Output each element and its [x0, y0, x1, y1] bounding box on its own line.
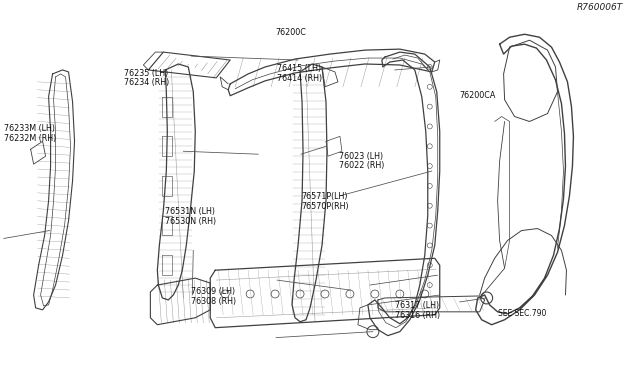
- Text: 76200C: 76200C: [275, 28, 306, 37]
- Text: 76570P(RH): 76570P(RH): [301, 202, 349, 211]
- Text: 76233M (LH): 76233M (LH): [4, 124, 55, 133]
- Text: 76232M (RH): 76232M (RH): [4, 134, 56, 143]
- Text: 76309 (LH): 76309 (LH): [191, 287, 235, 296]
- Text: 76234 (RH): 76234 (RH): [124, 78, 169, 87]
- Text: 76317 (LH): 76317 (LH): [395, 301, 439, 310]
- Text: R760006T: R760006T: [577, 3, 623, 12]
- Text: 76414 (RH): 76414 (RH): [276, 74, 322, 83]
- Text: 76316 (RH): 76316 (RH): [395, 311, 440, 320]
- Text: 76415 (LH): 76415 (LH): [276, 64, 321, 73]
- Text: 76530N (RH): 76530N (RH): [166, 218, 216, 227]
- Text: 76200CA: 76200CA: [460, 91, 495, 100]
- Text: 76235 (LH): 76235 (LH): [124, 69, 168, 78]
- Text: 76023 (LH): 76023 (LH): [339, 152, 383, 161]
- Text: 76531N (LH): 76531N (LH): [166, 208, 216, 217]
- Text: 76308 (RH): 76308 (RH): [191, 297, 236, 306]
- Text: SEE SEC.790: SEE SEC.790: [497, 308, 546, 318]
- Text: 76022 (RH): 76022 (RH): [339, 161, 385, 170]
- Text: 76571P(LH): 76571P(LH): [301, 192, 348, 201]
